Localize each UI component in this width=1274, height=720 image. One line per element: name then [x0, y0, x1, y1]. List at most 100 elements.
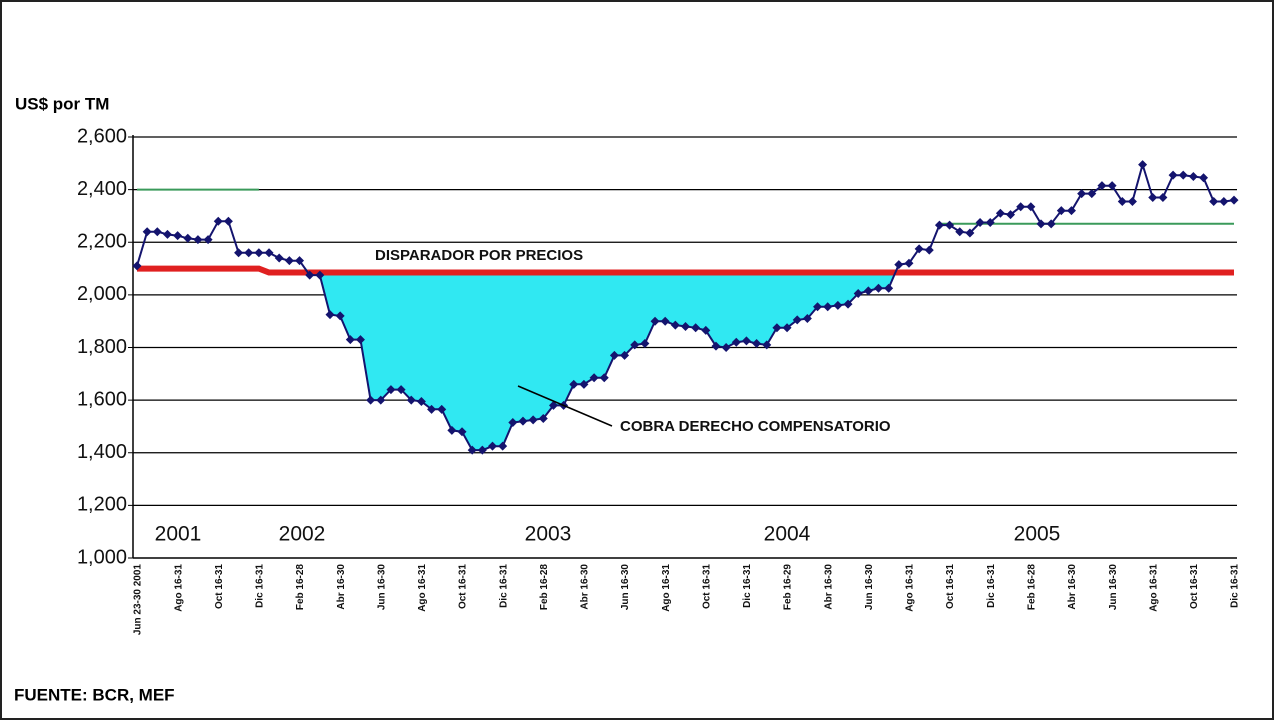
- marker: [1077, 189, 1087, 199]
- marker: [1087, 189, 1097, 199]
- marker: [934, 220, 944, 230]
- year-label: 2002: [279, 523, 326, 546]
- marker: [995, 208, 1005, 218]
- marker: [335, 311, 345, 321]
- marker: [863, 286, 873, 296]
- marker: [467, 445, 477, 455]
- marker: [1138, 160, 1148, 170]
- marker: [447, 425, 457, 435]
- marker: [914, 244, 924, 254]
- x-tick-label: Dic 16-31: [742, 564, 753, 608]
- year-label: 2004: [764, 523, 811, 546]
- marker: [274, 253, 284, 263]
- y-tick-label: 1,200: [77, 494, 127, 516]
- marker: [1006, 210, 1016, 220]
- marker: [802, 314, 812, 324]
- marker: [284, 256, 294, 266]
- marker: [782, 323, 792, 333]
- x-tick-label: Jun 16-30: [376, 564, 387, 611]
- marker: [741, 336, 751, 346]
- marker: [538, 414, 548, 424]
- marker: [670, 320, 680, 330]
- marker: [1026, 202, 1036, 212]
- marker: [183, 233, 193, 243]
- marker: [366, 395, 376, 405]
- marker: [1066, 206, 1076, 216]
- marker: [1117, 196, 1127, 206]
- marker: [315, 270, 325, 280]
- marker: [457, 427, 467, 437]
- shaded-area: [299, 260, 896, 451]
- marker: [731, 337, 741, 347]
- marker: [416, 396, 426, 406]
- marker: [1178, 170, 1188, 180]
- marker: [843, 299, 853, 309]
- marker: [1016, 202, 1026, 212]
- marker: [904, 258, 914, 268]
- marker: [873, 283, 883, 293]
- marker: [355, 335, 365, 345]
- x-tick-label: Dic 16-31: [255, 564, 266, 608]
- marker: [264, 248, 274, 258]
- marker: [589, 373, 599, 383]
- x-tick-label: Feb 16-28: [295, 564, 306, 611]
- marker: [894, 260, 904, 270]
- marker: [1107, 181, 1117, 191]
- x-tick-label: Ago 16-31: [1148, 564, 1159, 612]
- marker: [193, 235, 203, 245]
- marker: [985, 218, 995, 228]
- x-tick-label: Ago 16-31: [661, 564, 672, 612]
- marker: [528, 415, 538, 425]
- year-label: 2001: [155, 523, 202, 546]
- marker: [477, 445, 487, 455]
- marker: [975, 218, 985, 228]
- marker: [630, 340, 640, 350]
- marker: [1199, 173, 1209, 183]
- x-tick-label: Abr 16-30: [336, 564, 347, 610]
- marker: [234, 248, 244, 258]
- marker: [833, 300, 843, 310]
- marker: [1056, 206, 1066, 216]
- marker: [305, 270, 315, 280]
- marker: [406, 395, 416, 405]
- year-label: 2005: [1014, 523, 1061, 546]
- x-tick-label: Dic 16-31: [498, 564, 509, 608]
- y-tick-label: 2,000: [77, 283, 127, 305]
- marker: [295, 256, 305, 266]
- marker: [660, 316, 670, 326]
- x-tick-label: Jun 16-30: [1108, 564, 1119, 611]
- x-tick-label: Feb 16-28: [539, 564, 550, 611]
- marker: [813, 302, 823, 312]
- marker: [244, 248, 254, 258]
- marker: [203, 235, 213, 245]
- marker: [223, 216, 233, 226]
- marker: [427, 404, 437, 414]
- marker: [152, 227, 162, 237]
- annotation-arrow: [517, 385, 613, 427]
- marker: [1219, 196, 1229, 206]
- marker: [396, 385, 406, 395]
- marker: [518, 416, 528, 426]
- marker: [142, 227, 152, 237]
- marker: [945, 220, 955, 230]
- marker: [620, 350, 630, 360]
- marker: [437, 404, 447, 414]
- x-tick-label: Feb 16-29: [783, 564, 794, 611]
- marker: [569, 379, 579, 389]
- marker: [762, 340, 772, 350]
- x-tick-label: Dic 16-31: [1230, 564, 1241, 608]
- x-tick-label: Oct 16-31: [458, 564, 469, 609]
- marker: [599, 373, 609, 383]
- marker: [1046, 219, 1056, 229]
- y-tick-label: 1,800: [77, 336, 127, 358]
- marker: [650, 316, 660, 326]
- x-tick-label: Jun 23-30 2001: [133, 564, 144, 636]
- y-tick-label: 1,600: [77, 388, 127, 410]
- y-tick-label: 2,200: [77, 231, 127, 253]
- x-tick-label: Oct 16-31: [945, 564, 956, 609]
- marker: [701, 325, 711, 335]
- marker: [772, 323, 782, 333]
- marker: [721, 343, 731, 352]
